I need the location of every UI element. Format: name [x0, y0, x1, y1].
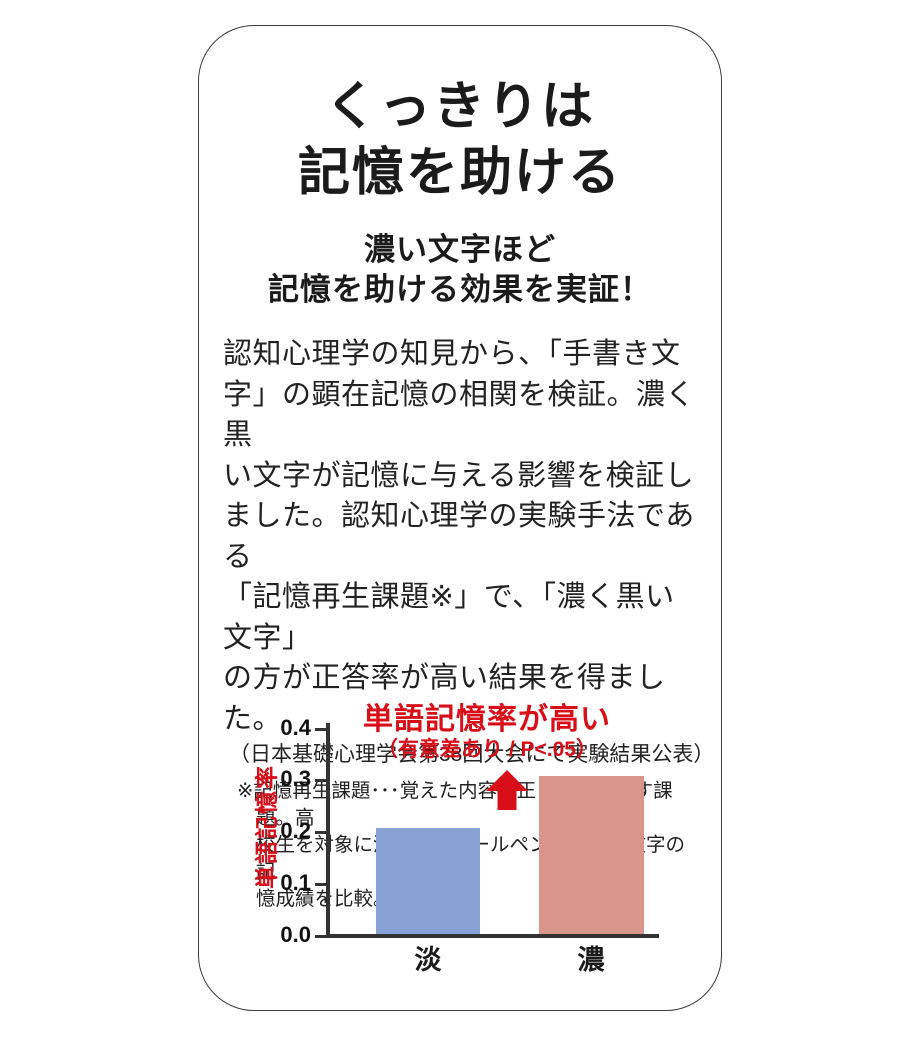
source-citation: （日本基礎心理学会第38回大会にて実験結果公表）	[229, 743, 715, 766]
headline: くっきりは記憶を助ける	[199, 74, 721, 206]
headline-line2: 記憶を助ける	[297, 144, 622, 202]
y-tick-mark	[315, 934, 326, 938]
x-category-label-dark: 濃	[577, 945, 605, 975]
subheadline-line1: 濃い文字ほど	[364, 232, 556, 267]
body-paragraph: 認知心理学の知見から、「手書き文 字」の顕在記憶の相関を検証。濃く黒 い文字が記…	[223, 338, 696, 735]
x-category-label-light: 淡	[414, 945, 442, 975]
info-card: くっきりは記憶を助ける 濃い文字ほど記憶を助ける効果を実証！ 認知心理学の知見か…	[198, 25, 722, 1011]
x-axis-line	[326, 934, 659, 938]
footnote: ※記憶再生課題･･･覚えた内容を正しく思い出す課題。高 校生を対象に濃淡の黒ボー…	[237, 780, 686, 910]
y-tick-label: 0.0	[280, 921, 311, 947]
headline-line1: くっきりは	[324, 78, 595, 136]
subheadline: 濃い文字ほど記憶を助ける効果を実証！	[199, 230, 721, 310]
subheadline-line2: 記憶を助ける効果を実証！	[268, 272, 652, 307]
